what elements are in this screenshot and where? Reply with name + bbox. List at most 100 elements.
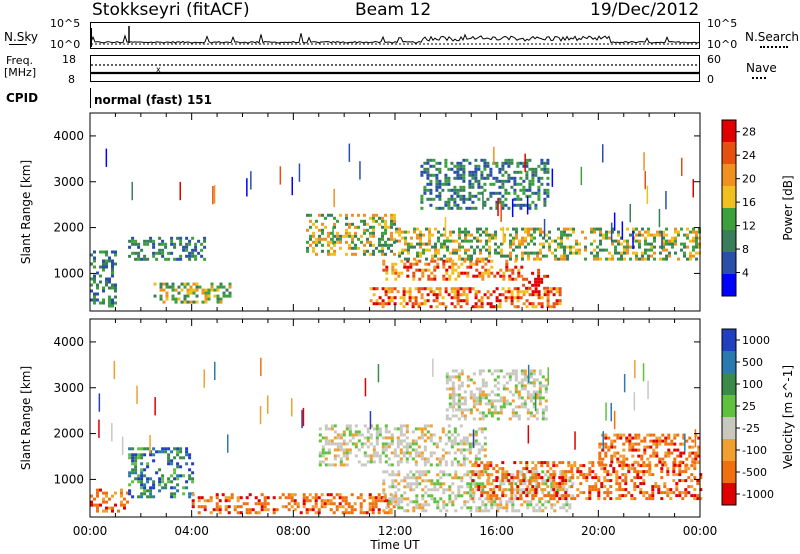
echo-cell-4	[466, 500, 470, 504]
echo-cell-3	[327, 243, 330, 247]
echo-cell-5	[660, 467, 664, 471]
echo-cell-4	[475, 488, 479, 492]
echo-cell-1	[170, 462, 174, 466]
x-tick-label: 20:00	[581, 524, 616, 538]
echo-cell-2	[168, 285, 172, 289]
echo-cell-5	[693, 467, 697, 471]
echo-cell-4	[402, 296, 406, 300]
echo-cell-7	[486, 164, 490, 168]
echo-cell-3	[456, 448, 460, 452]
echo-cell-3	[357, 237, 360, 241]
echo-cell-6	[419, 254, 422, 258]
echo-cell-6	[506, 254, 509, 258]
echo-cell-5	[636, 473, 640, 477]
echo-streak	[179, 181, 181, 201]
echo-cell-5	[606, 473, 610, 477]
echo-cell-6	[655, 463, 659, 467]
echo-cell-7	[451, 375, 455, 379]
echo-cell-3	[411, 457, 415, 461]
echo-cell-7	[429, 203, 433, 207]
echo-cell-6	[476, 230, 479, 234]
echo-cell-7	[457, 417, 461, 421]
echo-cell-6	[697, 454, 701, 458]
echo-cell-7	[537, 179, 541, 183]
echo-cell-3	[339, 463, 343, 467]
echo-cell-7	[537, 185, 541, 189]
echo-cell-0	[105, 509, 108, 513]
echo-cell-4	[490, 503, 494, 507]
echo-cell-4	[457, 494, 461, 498]
echo-cell-6	[434, 242, 437, 246]
echo-cell-1	[143, 486, 147, 490]
echo-cell-5	[505, 268, 509, 272]
echo-cell-4	[513, 287, 517, 291]
echo-cell-6	[647, 230, 650, 234]
echo-cell-6	[676, 448, 680, 452]
echo-cell-5	[507, 473, 511, 477]
echo-cell-4	[391, 485, 395, 489]
echo-cell-4	[459, 305, 463, 309]
echo-cell-3	[384, 225, 387, 229]
echo-cell-7	[453, 170, 457, 174]
echo-cell-3	[363, 252, 366, 256]
echo-cell-2	[371, 499, 375, 503]
echo-cell-5	[681, 470, 685, 474]
echo-cell-4	[375, 287, 379, 291]
echo-cell-0	[93, 295, 96, 299]
echo-cell-6	[653, 257, 656, 261]
echo-cell-5	[502, 277, 506, 281]
echo-streak	[547, 367, 549, 386]
echo-cell-6	[682, 436, 686, 440]
echo-cell-3	[408, 454, 412, 458]
echo-cell-7	[438, 191, 442, 195]
echo-cell-2	[183, 294, 187, 298]
echo-cell-6	[509, 245, 512, 249]
echo-cell-0	[114, 262, 117, 266]
echo-cell-4	[528, 302, 532, 306]
echo-cell-4	[501, 287, 505, 291]
echo-cell-7	[483, 158, 487, 162]
echo-cell-7	[502, 396, 506, 400]
echo-cell-4	[552, 293, 556, 297]
echo-cell-5	[486, 461, 490, 465]
echo-streak	[497, 197, 499, 217]
echo-cell-3	[321, 249, 324, 253]
echo-cell-4	[571, 473, 575, 477]
echo-cell-6	[575, 248, 578, 252]
echo-cell-3	[327, 448, 331, 452]
echo-cell-7	[540, 167, 544, 171]
echo-cell-6	[647, 257, 650, 261]
echo-cell-5	[442, 277, 446, 281]
echo-cell-7	[483, 167, 487, 171]
echo-cell-4	[456, 287, 460, 291]
echo-cell-7	[504, 158, 508, 162]
echo-cell-2	[197, 511, 201, 515]
echo-cell-4	[427, 494, 431, 498]
echo-cell-1	[158, 489, 162, 493]
echo-cell-4	[544, 473, 548, 477]
echo-cell-7	[520, 387, 524, 391]
echo-cell-5	[534, 464, 538, 468]
echo-cell-5	[603, 467, 607, 471]
echo-cell-5	[696, 479, 700, 483]
echo-cell-3	[369, 234, 372, 238]
echo-cell-6	[527, 242, 530, 246]
echo-cell-5	[486, 491, 490, 495]
echo-cell-3	[432, 451, 436, 455]
echo-cell-6	[667, 454, 671, 458]
echo-cell-0	[123, 497, 126, 501]
echo-cell-7	[541, 375, 545, 379]
echo-cell-1	[161, 447, 165, 451]
echo-cell-5	[630, 467, 634, 471]
echo-cell-6	[602, 233, 605, 237]
echo-cell-1	[161, 254, 165, 258]
echo-cell-2	[380, 496, 384, 500]
echo-cell-1	[176, 257, 180, 261]
echo-cell-5	[531, 485, 535, 489]
echo-cell-5	[445, 268, 449, 272]
echo-cell-5	[427, 268, 431, 272]
echo-cell-7	[481, 411, 485, 415]
echo-cell-5	[648, 464, 652, 468]
echo-cell-3	[393, 427, 397, 431]
echo-streak	[291, 176, 293, 196]
